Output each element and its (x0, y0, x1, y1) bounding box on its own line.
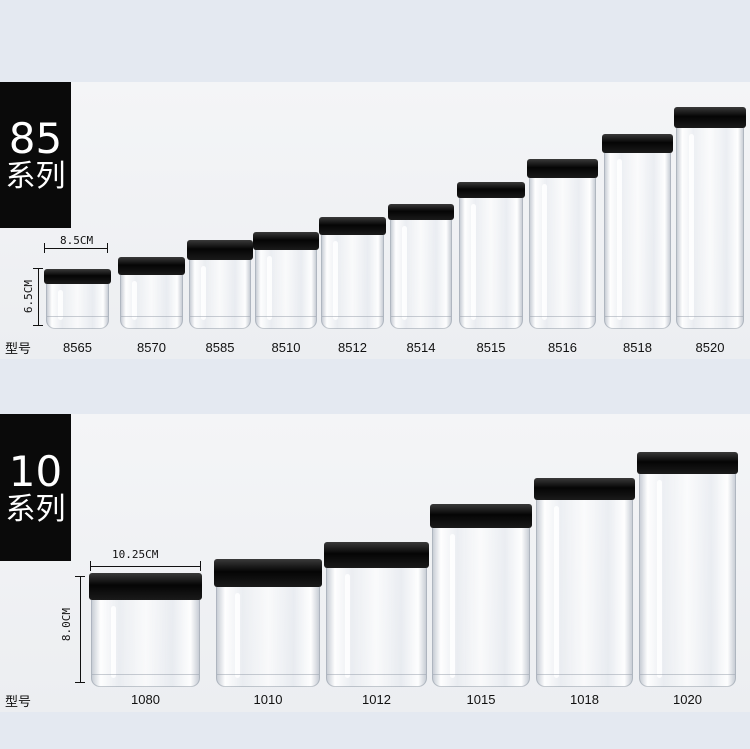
jar-body (189, 260, 251, 329)
jar-body (639, 474, 736, 687)
width-dimension-tick (200, 561, 201, 571)
height-dimension-tick (75, 576, 85, 577)
jar-lid (602, 134, 673, 153)
model-label: 1012 (362, 692, 391, 707)
jar-body (529, 178, 596, 329)
height-dimension-tick (33, 268, 43, 269)
jar-lid (430, 504, 532, 528)
jar-body (604, 153, 671, 329)
series-10-tag: 10 系列 (0, 414, 71, 561)
jar-body (120, 275, 183, 329)
jar-lid (187, 240, 253, 260)
jar (457, 182, 525, 329)
model-label: 8570 (137, 340, 166, 355)
model-label: 1080 (131, 692, 160, 707)
height-dimension-line (80, 576, 81, 683)
series-label: 系列 (5, 491, 66, 527)
model-label: 8520 (695, 340, 725, 355)
width-dimension-tick (90, 561, 91, 571)
jar-body (390, 220, 452, 329)
jar (637, 452, 738, 687)
jar-lid (388, 204, 454, 220)
jar (388, 204, 454, 329)
jar-body (676, 128, 744, 329)
width-dimension-tick (44, 243, 45, 253)
series-number: 10 (8, 446, 63, 496)
jar (187, 240, 253, 329)
jar-body (459, 198, 523, 329)
jar (44, 269, 111, 329)
jar-lid (457, 182, 525, 198)
jar-body (46, 284, 109, 329)
height-dimension-tick (33, 325, 43, 326)
jar (602, 134, 673, 329)
model-label: 8565 (63, 340, 92, 355)
jar-lid (44, 269, 111, 284)
model-label: 1020 (673, 692, 702, 707)
model-label: 8515 (476, 340, 506, 355)
jar-body (326, 568, 427, 687)
jar (324, 542, 429, 687)
width-dimension-label: 8.5CM (60, 234, 94, 247)
model-prefix: 型号 (5, 341, 32, 356)
jar-lid (527, 159, 598, 178)
jar-lid (118, 257, 185, 275)
jar-lid (89, 573, 202, 600)
jar (118, 257, 185, 329)
jar-lid (674, 107, 746, 128)
model-label: 1018 (570, 692, 599, 707)
jar (674, 107, 746, 329)
model-prefix: 型号 (5, 694, 32, 709)
jar-lid (253, 232, 319, 250)
series-85-tag: 85 系列 (0, 82, 71, 228)
width-dimension-line (90, 566, 201, 567)
jar (214, 559, 322, 687)
jar-body (321, 235, 384, 329)
jar (89, 573, 202, 687)
jar-lid (324, 542, 429, 568)
height-dimension-tick (75, 682, 85, 683)
model-label: 8516 (548, 340, 577, 355)
jar-body (91, 600, 200, 687)
jar-lid (319, 217, 386, 235)
jar-body (255, 250, 317, 329)
model-label: 1010 (253, 692, 283, 707)
model-label: 8585 (205, 340, 235, 355)
series-label: 系列 (5, 159, 66, 195)
jar-lid (637, 452, 738, 474)
series-10-panel: 10 系列 1080 1010 1012 1015 1018 1020 型号 10.25C… (0, 414, 750, 712)
series-number: 85 (8, 114, 63, 164)
jar-body (536, 500, 633, 687)
jar-body (216, 587, 320, 687)
height-dimension-label: 8.0CM (60, 607, 74, 642)
model-label: 8518 (623, 340, 652, 355)
jar (534, 478, 635, 687)
height-dimension-line (38, 268, 39, 326)
jar-body (432, 528, 530, 687)
height-dimension-label: 6.5CM (22, 279, 36, 314)
jar-lid (214, 559, 322, 587)
width-dimension-tick (107, 243, 108, 253)
jar (253, 232, 319, 329)
jar-lid (534, 478, 635, 500)
jar (430, 504, 532, 687)
jar (319, 217, 386, 329)
model-label: 8510 (271, 340, 301, 355)
model-label: 8512 (338, 340, 367, 355)
jar (527, 159, 598, 329)
width-dimension-label: 10.25CM (112, 548, 159, 561)
width-dimension-line (44, 248, 108, 249)
model-label: 8514 (406, 340, 436, 355)
series-85-panel: 85 系列 8565 8570 8585 8510 8512 8514 8515 8516 85… (0, 82, 750, 359)
model-label: 1015 (466, 692, 496, 707)
